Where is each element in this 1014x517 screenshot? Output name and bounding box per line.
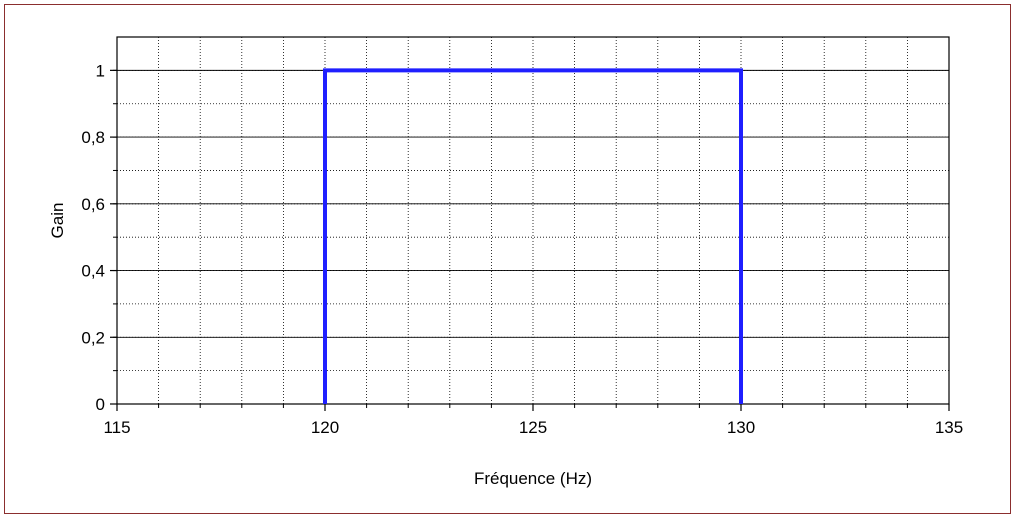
y-tick-label: 0 (96, 395, 105, 414)
y-tick-label: 0,8 (81, 128, 105, 147)
y-axis-label: Gain (48, 203, 67, 239)
x-axis-label: Fréquence (Hz) (474, 469, 592, 488)
x-tick-label: 125 (519, 418, 547, 437)
chart-frame (4, 4, 1011, 514)
series-line (323, 68, 743, 404)
y-tick-label: 1 (96, 61, 105, 80)
y-tick-label: 0,4 (81, 262, 105, 281)
x-tick-label: 115 (103, 418, 130, 437)
axis-ticks (110, 69, 950, 411)
x-tick-label: 130 (727, 418, 755, 437)
tick-labels: 0 0,2 0,4 0,6 0,8 1 115 120 125 130 135 (81, 61, 963, 437)
x-tick-label: 120 (311, 418, 339, 437)
series-layer (323, 68, 743, 404)
grid-lines (117, 37, 949, 404)
y-tick-label: 0,2 (81, 328, 105, 347)
x-tick-label: 135 (935, 418, 963, 437)
y-tick-label: 0,6 (81, 195, 105, 214)
